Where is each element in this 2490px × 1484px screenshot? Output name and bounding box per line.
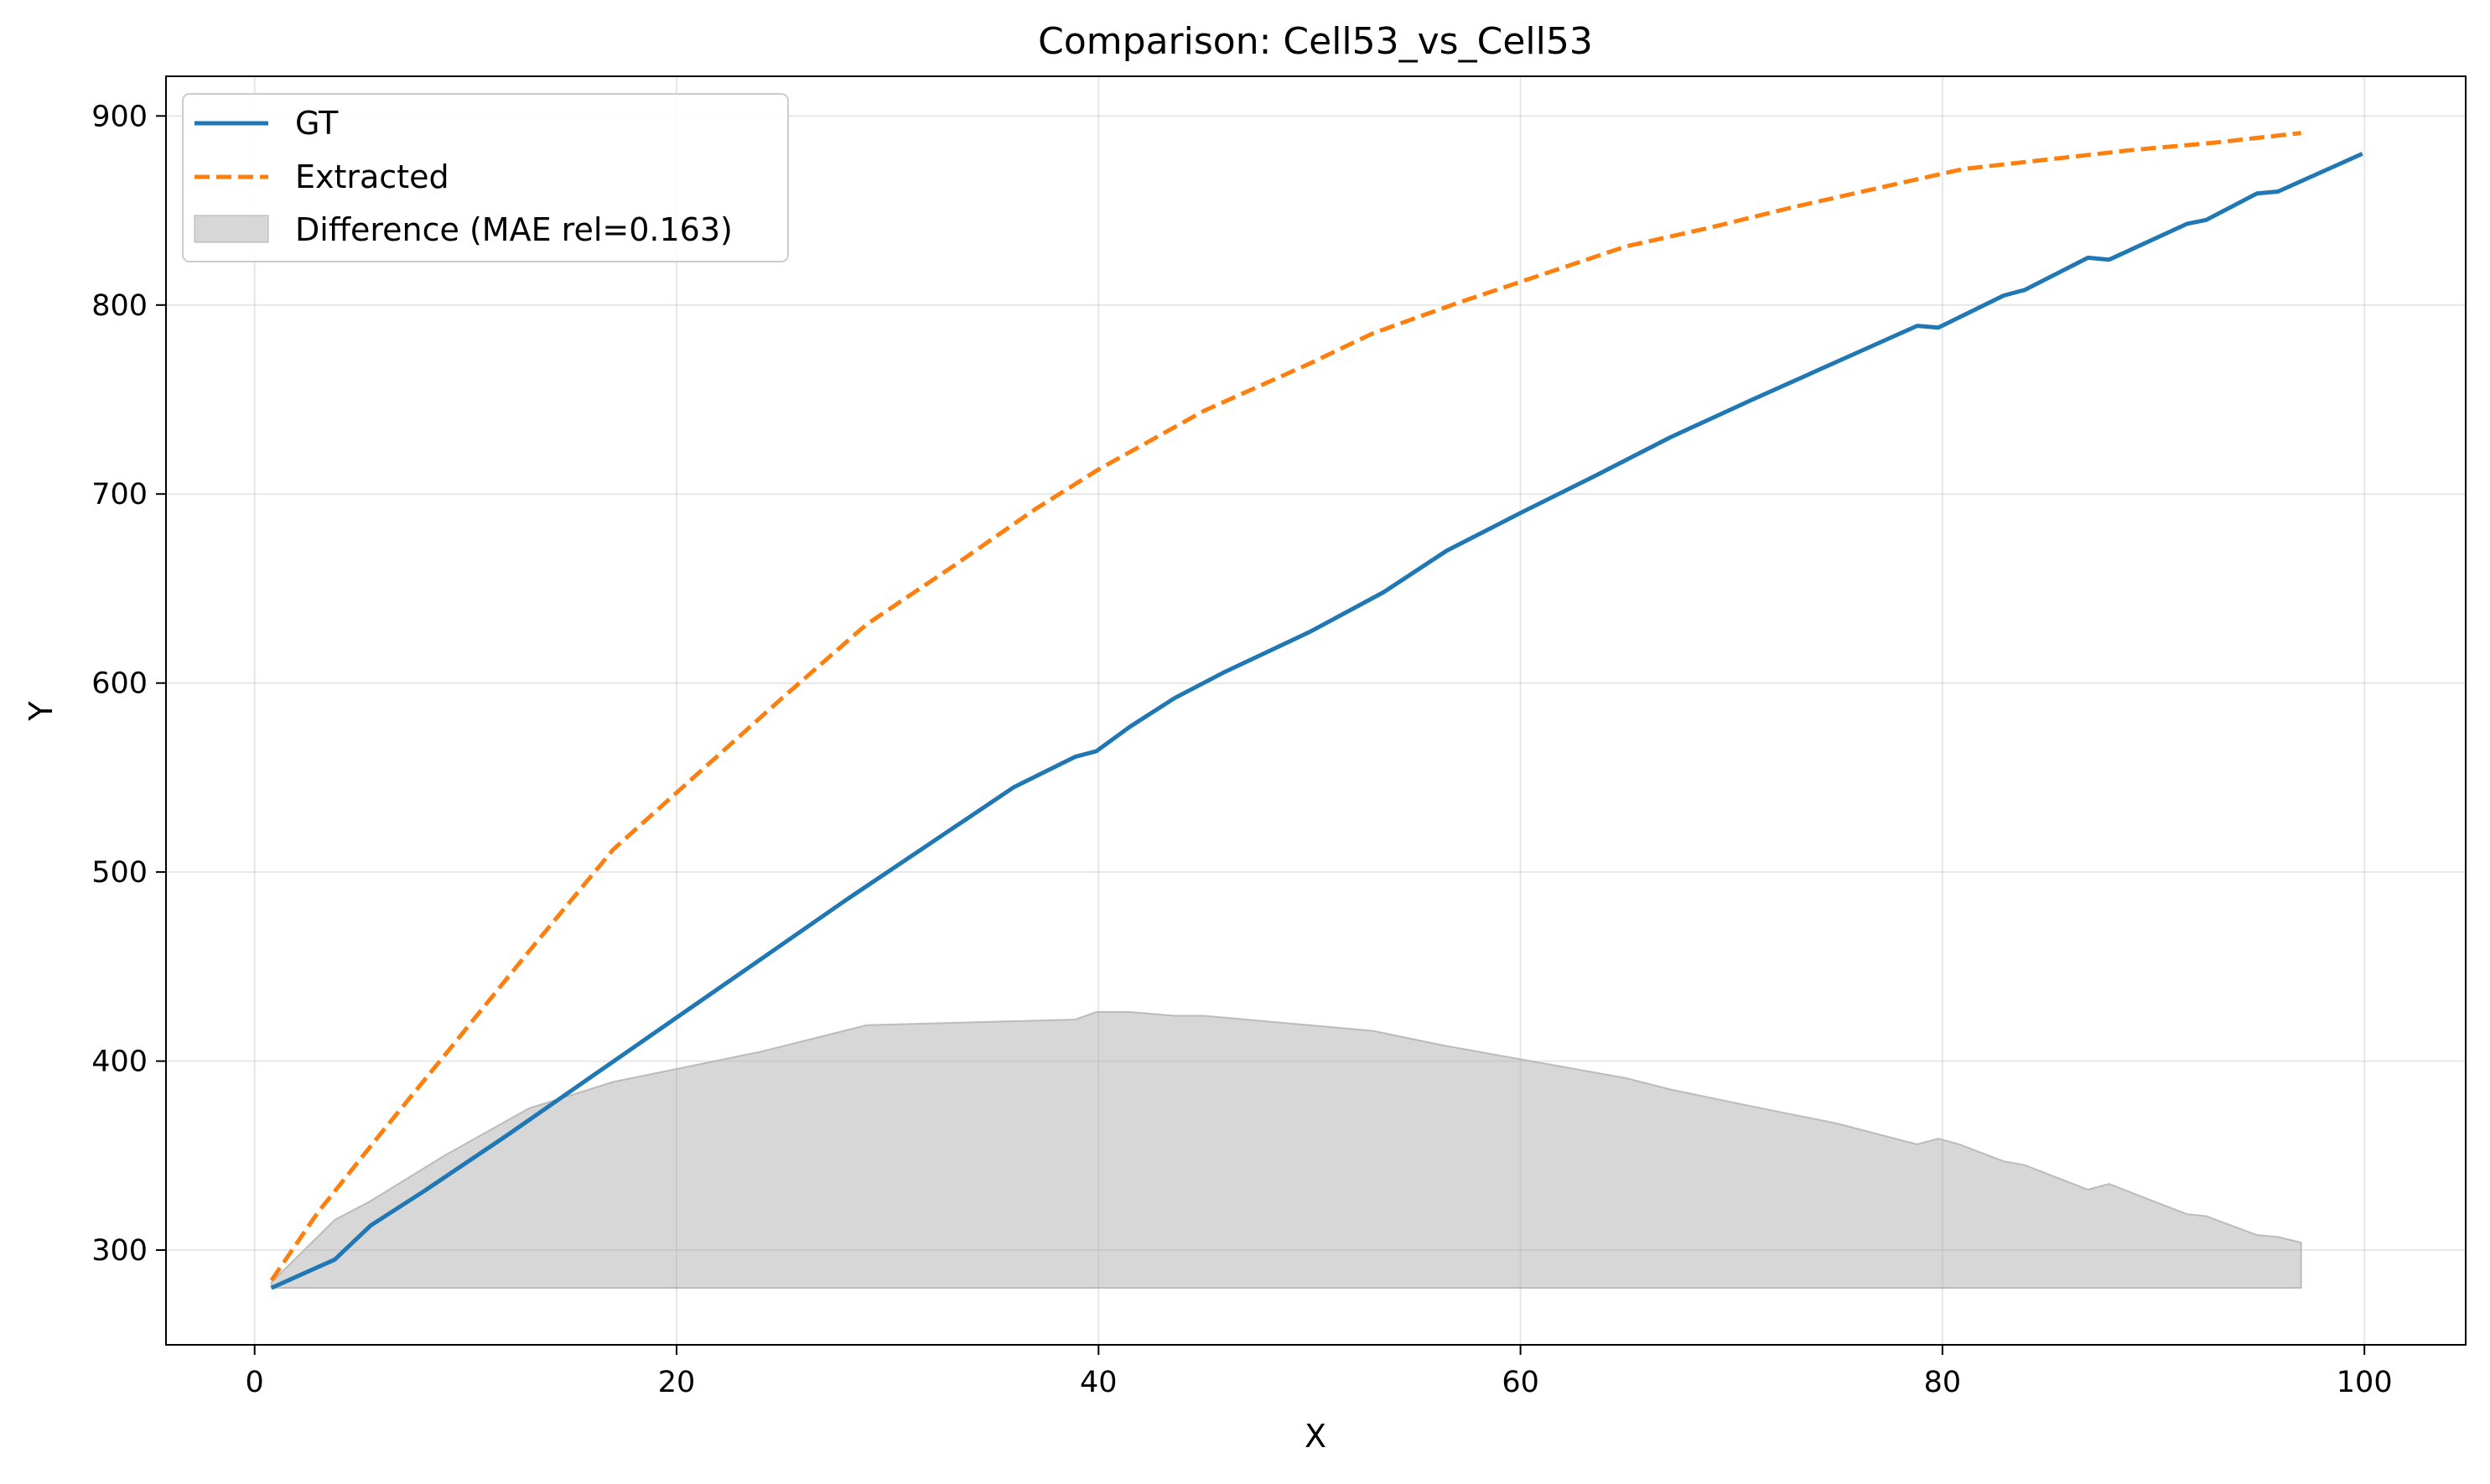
legend: GT Extracted Difference (MAE rel=0.163) xyxy=(182,93,789,262)
x-tick-label: 100 xyxy=(2337,1366,2393,1399)
series-line-extracted xyxy=(269,131,2301,1282)
x-tick-label: 20 xyxy=(658,1366,696,1399)
legend-difference-label: Difference (MAE rel=0.163) xyxy=(295,211,733,248)
y-tick-label: 800 xyxy=(91,289,148,323)
difference-band-layer xyxy=(270,1011,2302,1289)
y-tick-label: 300 xyxy=(91,1234,148,1268)
legend-box xyxy=(182,93,789,262)
y-axis-label: Y xyxy=(23,701,60,722)
y-tick-label: 900 xyxy=(91,100,148,133)
y-tick-label: 500 xyxy=(91,856,148,890)
x-tick-label: 0 xyxy=(246,1366,264,1399)
y-tick-label: 600 xyxy=(91,667,148,701)
tick-layer: 0 20 40 60 80 100 300 400 500 600 700 800 900 xyxy=(91,100,2392,1399)
y-tick-label: 400 xyxy=(91,1046,148,1079)
plot-frame xyxy=(165,75,2467,1346)
x-tick-label: 80 xyxy=(1924,1366,1962,1399)
series-line-gt xyxy=(270,152,2363,1290)
legend-difference-swatch xyxy=(194,215,269,243)
legend-gt-label: GT xyxy=(295,105,339,142)
x-axis-label: X xyxy=(1305,1418,1326,1455)
chart-title: Comparison: Cell53_vs_Cell53 xyxy=(1038,20,1593,63)
y-tick-label: 700 xyxy=(91,478,148,511)
x-tick-label: 60 xyxy=(1502,1366,1539,1399)
series-layer xyxy=(269,131,2363,1290)
x-tick-label: 40 xyxy=(1080,1366,1118,1399)
difference-band xyxy=(270,1011,2302,1289)
legend-extracted-label: Extracted xyxy=(295,158,449,195)
